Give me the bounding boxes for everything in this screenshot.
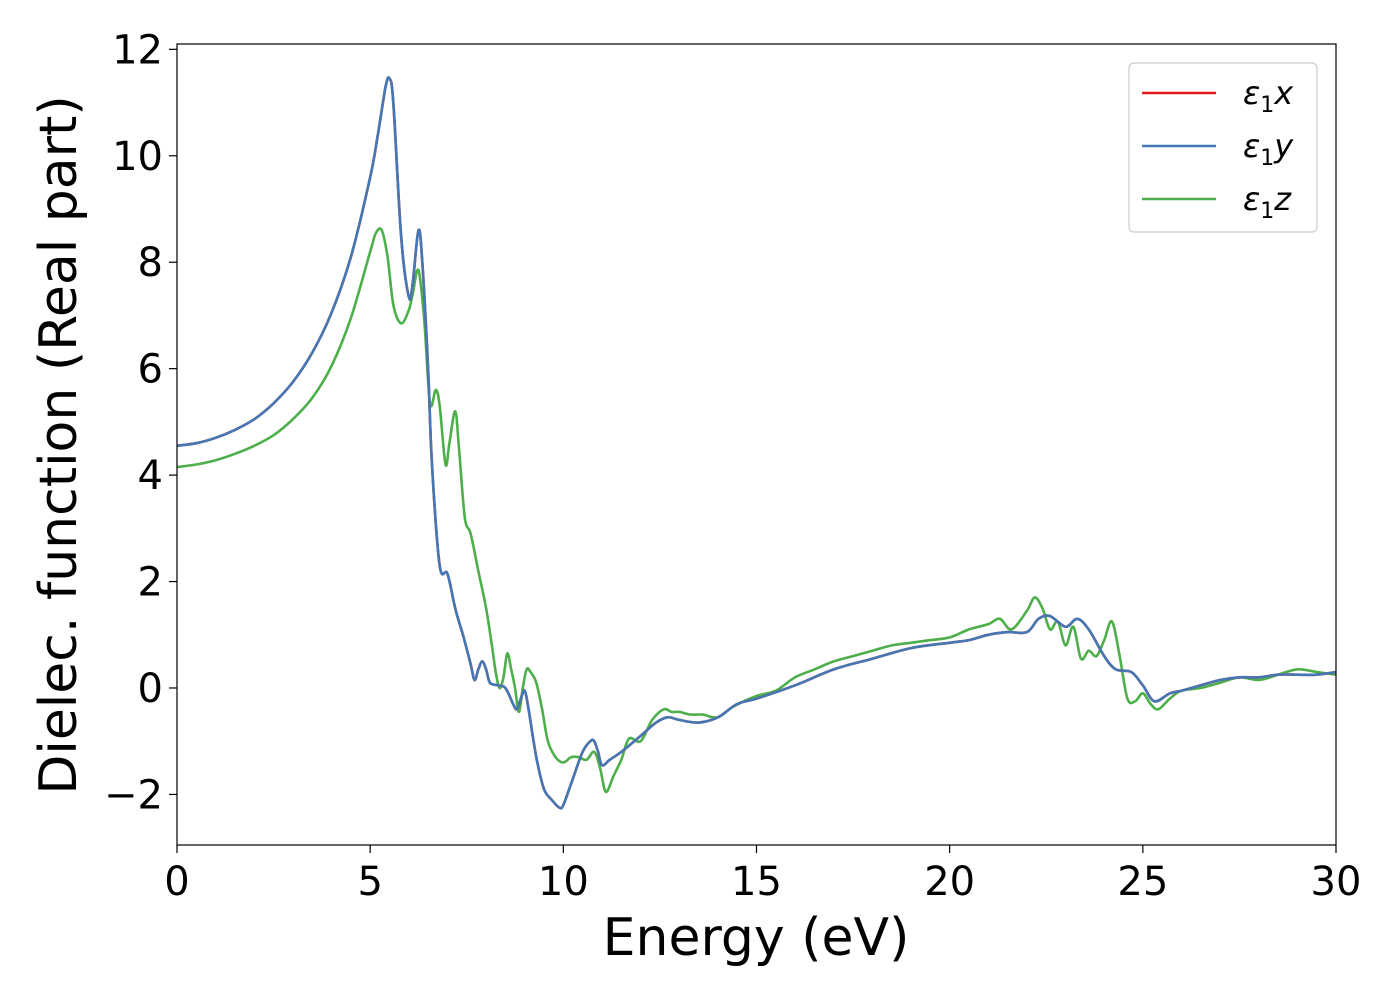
x-tick-label: 30 [1311,859,1362,905]
y-tick-label: 10 [112,134,163,180]
y-tick-label: 6 [138,347,163,393]
legend-label-symbol: ε [1243,127,1260,165]
y-axis: −2 0 2 4 6 8 10 12 [104,27,177,818]
legend-label-subscript: 1 [1260,93,1274,118]
legend-label-axis: y [1273,127,1294,165]
legend-label-symbol: ε [1243,74,1260,112]
legend-label-y: ε1y [1243,127,1294,171]
x-tick-label: 10 [538,859,589,905]
y-tick-label: 4 [138,453,163,499]
legend-label-subscript: 1 [1260,146,1274,171]
legend-label-symbol: ε [1243,180,1260,218]
x-tick-label: 0 [164,859,189,905]
series-line-y [176,76,1337,810]
legend-label-x: ε1x [1243,74,1294,118]
series-layer [176,76,1337,810]
y-tick-label: 12 [112,27,163,73]
legend-label-z: ε1z [1243,180,1292,224]
legend-label-axis: z [1273,180,1292,218]
legend-label-axis: x [1273,74,1294,112]
legend-label-subscript: 1 [1260,199,1274,224]
legend-box [1128,62,1318,233]
y-tick-label: 2 [138,560,163,606]
y-tick-label: −2 [104,772,163,818]
y-tick-label: 8 [138,240,163,286]
x-axis: 0 5 10 15 20 25 30 [164,845,1361,905]
x-tick-label: 25 [1117,859,1168,905]
y-axis-title: Dielec. function (Real part) [29,95,89,794]
x-tick-label: 5 [357,859,382,905]
series-line-z [176,227,1337,794]
x-tick-label: 20 [924,859,975,905]
x-axis-title: Energy (eV) [603,908,910,968]
x-tick-label: 15 [731,859,782,905]
y-tick-label: 0 [138,666,163,712]
